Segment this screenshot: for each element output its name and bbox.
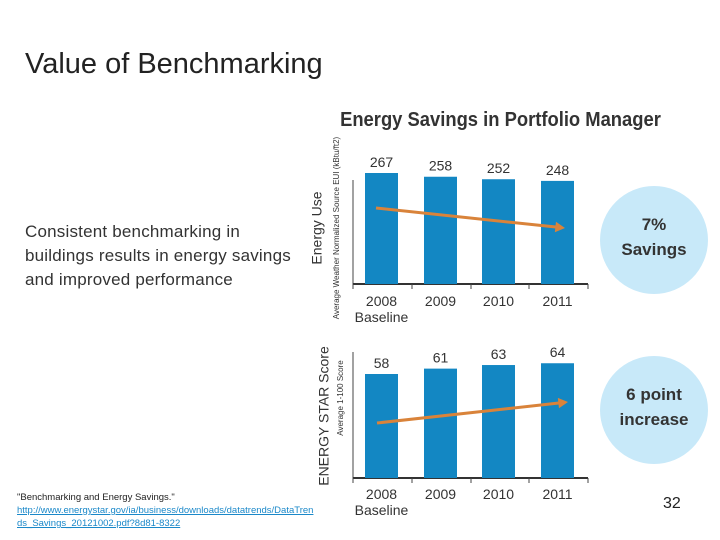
data-label-2009: 61 [433,350,449,366]
data-label-2008: 267 [370,154,394,170]
data-label-2009: 258 [429,158,453,174]
callout-circle [600,356,708,464]
tick-label-2010: 2010 [483,486,514,502]
slide-body-text: Consistent benchmarking in buildings res… [25,222,291,289]
data-label-2011: 248 [546,162,570,178]
tick-label-2009: 2009 [425,293,456,309]
callout-circle [600,186,708,294]
data-label-2010: 252 [487,160,511,176]
tick-label-2010: 2010 [483,293,514,309]
tick-sublabel-2008: Baseline [355,309,409,325]
trend-arrowhead [557,397,568,409]
callout-line-2: Savings [621,240,686,259]
bar-2008 [365,374,398,478]
trend-arrow [376,401,561,425]
tick-label-2008: 2008 [366,293,397,309]
page-number: 32 [663,495,681,512]
callout-line-1: 7% [642,215,667,234]
data-label-2008: 58 [374,355,390,371]
callout-line-2: increase [620,410,689,429]
bar-2011 [541,180,574,284]
bar-2008 [365,173,398,284]
y-axis-sublabel: Average Weather Normalized Source EUI (k… [332,136,341,319]
bar-2010 [482,179,515,284]
bar-2010 [482,365,515,478]
trend-arrowhead [554,221,565,233]
data-label-2010: 63 [491,346,507,362]
slide-title: Value of Benchmarking [25,48,323,80]
figure-title: Energy Savings in Portfolio Manager [340,109,661,131]
citation-text: "Benchmarking and Energy Savings." [17,492,175,503]
callout-line-1: 6 point [626,385,682,404]
y-axis-label: Energy Use [309,191,325,264]
citation-link[interactable]: http://www.energystar.gov/ia/business/do… [17,505,314,529]
bar-2009 [424,176,457,284]
tick-label-2009: 2009 [425,486,456,502]
tick-label-2011: 2011 [542,293,572,309]
tick-sublabel-2008: Baseline [355,502,409,518]
bar-2011 [541,363,574,478]
citation: "Benchmarking and Energy Savings." http:… [17,491,317,530]
y-axis-label: ENERGY STAR Score [316,346,332,486]
trend-arrow [375,206,558,229]
tick-label-2008: 2008 [366,486,397,502]
tick-label-2011: 2011 [542,486,572,502]
bar-2009 [424,368,457,478]
data-label-2011: 64 [550,344,566,360]
y-axis-sublabel: Average 1-100 Score [336,360,345,436]
